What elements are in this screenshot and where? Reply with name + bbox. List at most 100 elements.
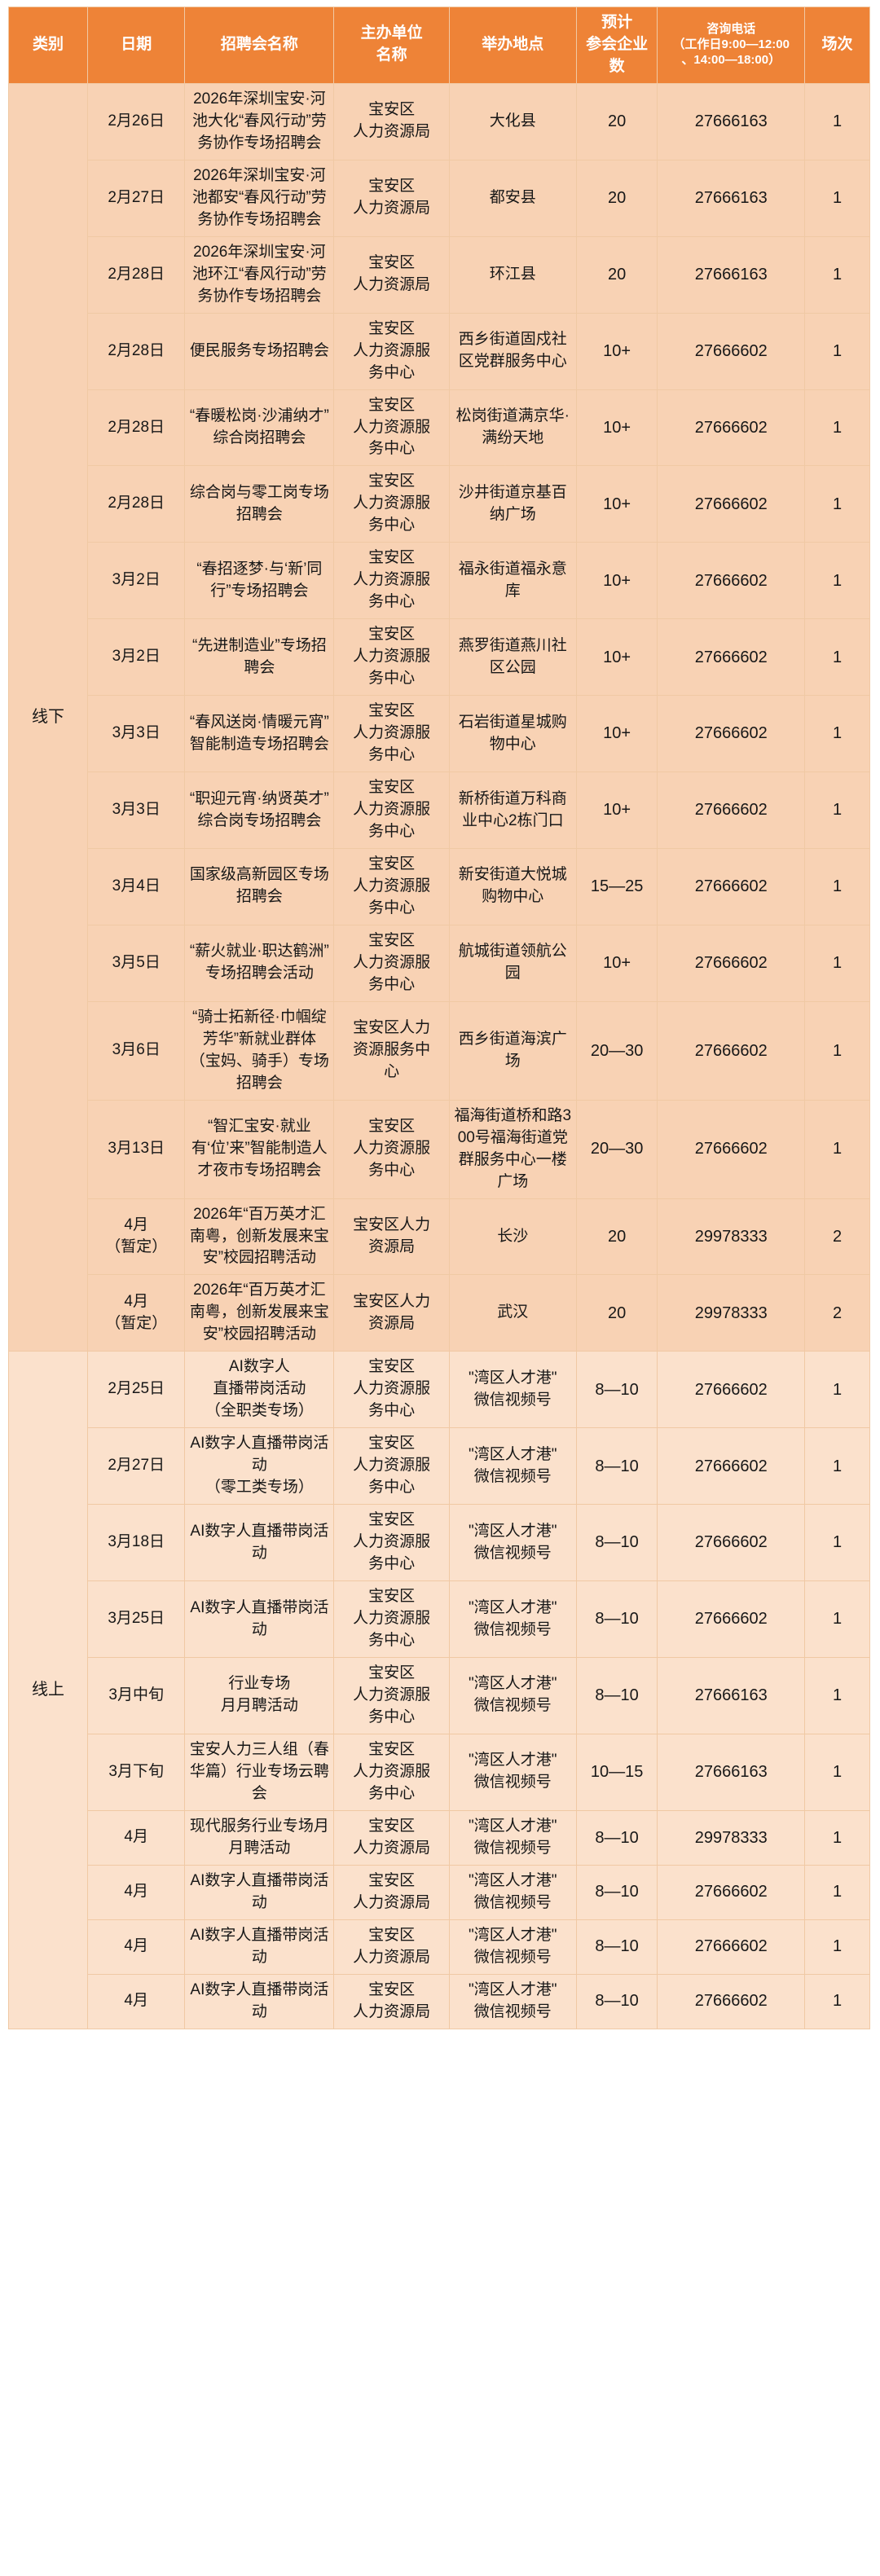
cell-venue: 西乡街道固戍社区党群服务中心 <box>448 312 577 390</box>
cell-venue: "湾区人才港" 微信视频号 <box>448 1656 577 1734</box>
header-row: 类别 日期 招聘会名称 主办单位 名称 举办地点 预计 参会企业数 咨询电话 （工作日… <box>7 7 870 84</box>
table-row: 3月4日 国家级高新园区专场招聘会 宝安区 人力资源服 务中心 新安街道大悦城购物中心 15… <box>9 847 870 925</box>
cell-enterprise-count: 8—10 <box>575 1504 658 1582</box>
column-header-organizer: 主办单位 名称 <box>333 7 450 84</box>
cell-date: 2月26日 <box>87 82 186 160</box>
cell-sessions: 2 <box>804 1198 870 1276</box>
cell-date: 3月6日 <box>87 1000 186 1101</box>
cell-name: 宝安人力三人组（春华篇）行业专场云聘会 <box>184 1733 335 1811</box>
cell-enterprise-count: 8—10 <box>575 1580 658 1658</box>
cell-venue: 都安县 <box>448 159 577 237</box>
table-row: 3月25日 AI数字人直播带岗活动 宝安区 人力资源服 务中心 "湾区人才港" 微信视频号 8… <box>9 1580 870 1658</box>
cell-sessions: 2 <box>804 1274 870 1352</box>
cell-enterprise-count: 10—15 <box>575 1733 658 1811</box>
cell-organizer: 宝安区人力资源局 <box>333 82 450 160</box>
cell-enterprise-count: 20 <box>575 159 658 237</box>
cell-phone: 27666602 <box>657 465 806 543</box>
cell-organizer: 宝安区人力资源局 <box>333 1809 450 1866</box>
cell-sessions: 1 <box>804 1656 870 1734</box>
cell-phone: 27666602 <box>657 1919 806 1975</box>
cell-sessions: 1 <box>804 389 870 467</box>
cell-name: AI数字人直播带岗活动 <box>184 1580 335 1658</box>
cell-enterprise-count: 8—10 <box>575 1919 658 1975</box>
cell-venue: 西乡街道海滨广场 <box>448 1000 577 1101</box>
cell-venue: 新安街道大悦城购物中心 <box>448 847 577 925</box>
cell-phone: 27666602 <box>657 1504 806 1582</box>
cell-enterprise-count: 15—25 <box>575 847 658 925</box>
cell-name: “春暖松岗·沙浦纳才”综合岗招聘会 <box>184 389 335 467</box>
cell-sessions: 1 <box>804 1351 870 1429</box>
cell-phone: 27666602 <box>657 695 806 773</box>
cell-name: 2026年深圳宝安·河池大化“春风行动”劳务协作专场招聘会 <box>184 82 335 160</box>
cell-date: 3月3日 <box>87 695 186 773</box>
cell-organizer: 宝安区人力资源服务中心 <box>333 1656 450 1734</box>
cell-phone: 27666163 <box>657 1733 806 1811</box>
cell-venue: "湾区人才港" 微信视频号 <box>448 1973 577 2029</box>
cell-name: “骑士拓新径·巾帼绽芳华”新就业群体（宝妈、骑手）专场招聘会 <box>184 1000 335 1101</box>
cell-date: 3月中旬 <box>87 1656 186 1734</box>
cell-enterprise-count: 20—30 <box>575 1099 658 1199</box>
cell-venue: "湾区人才港" 微信视频号 <box>448 1733 577 1811</box>
cell-phone: 27666602 <box>657 924 806 1002</box>
column-header-sessions: 场次 <box>804 7 870 84</box>
cell-venue: 长沙 <box>448 1198 577 1276</box>
cell-sessions: 1 <box>804 465 870 543</box>
table-row: 2月28日 “春暖松岗·沙浦纳才”综合岗招聘会 宝安区 人力资源服 务中心 松岗街道满京华… <box>9 389 870 467</box>
cell-organizer: 宝安区人力资源服务中心 <box>333 771 450 849</box>
cell-phone: 27666602 <box>657 312 806 390</box>
cell-sessions: 1 <box>804 847 870 925</box>
cell-phone: 29978333 <box>657 1198 806 1276</box>
cell-organizer: 宝安区人力资源局 <box>333 1919 450 1975</box>
cell-date: 3月5日 <box>87 924 186 1002</box>
cell-venue: "湾区人才港" 微信视频号 <box>448 1427 577 1506</box>
cell-organizer: 宝安区人力资源服务中心 <box>333 542 450 620</box>
cell-sessions: 1 <box>804 1733 870 1811</box>
table-row: 2月28日 2026年深圳宝安·河池环江“春风行动”劳务协作专场招聘会 宝安区 人力资… <box>9 235 870 314</box>
cell-name: AI数字人直播带岗活动 （零工类专场） <box>184 1427 335 1506</box>
cell-name: AI数字人 直播带岗活动 （全职类专场） <box>184 1351 335 1429</box>
cell-date: 3月下旬 <box>87 1733 186 1811</box>
cell-organizer: 宝安区人力资源局 <box>333 1864 450 1920</box>
cell-sessions: 1 <box>804 542 870 620</box>
table-row: 3月18日 AI数字人直播带岗活动 宝安区 人力资源服 务中心 "湾区人才港" 微信视频号 8… <box>9 1504 870 1582</box>
cell-organizer: 宝安区人力资源局 <box>333 1198 450 1276</box>
cell-venue: "湾区人才港" 微信视频号 <box>448 1504 577 1582</box>
cell-enterprise-count: 10+ <box>575 312 658 390</box>
cell-phone: 27666602 <box>657 542 806 620</box>
cell-sessions: 1 <box>804 1000 870 1101</box>
cell-sessions: 1 <box>804 312 870 390</box>
cell-name: 国家级高新园区专场招聘会 <box>184 847 335 925</box>
cell-name: 2026年深圳宝安·河池环江“春风行动”劳务协作专场招聘会 <box>184 235 335 314</box>
cell-date: 3月4日 <box>87 847 186 925</box>
cell-enterprise-count: 20 <box>575 1198 658 1276</box>
cell-organizer: 宝安区人力资源局 <box>333 235 450 314</box>
cell-phone: 27666163 <box>657 1656 806 1734</box>
cell-name: 2026年“百万英才汇南粤，创新发展来宝安”校园招聘活动 <box>184 1274 335 1352</box>
category-cell-online: 线上 <box>7 1351 89 2029</box>
cell-date: 2月27日 <box>87 159 186 237</box>
cell-enterprise-count: 8—10 <box>575 1809 658 1866</box>
cell-sessions: 1 <box>804 1973 870 2029</box>
cell-phone: 27666602 <box>657 1864 806 1920</box>
cell-organizer: 宝安区人力资源服务中心 <box>333 1000 450 1101</box>
cell-date: 3月25日 <box>87 1580 186 1658</box>
cell-venue: 航城街道领航公园 <box>448 924 577 1002</box>
cell-phone: 27666602 <box>657 771 806 849</box>
table-header: 类别 日期 招聘会名称 主办单位 名称 举办地点 预计 参会企业数 咨询电话 （工作日… <box>7 7 870 84</box>
cell-date: 4月 <box>87 1809 186 1866</box>
table-row: 4月 AI数字人直播带岗活动 宝安区 人力资源局 "湾区人才港" 微信视频号 8—10 276… <box>9 1864 870 1920</box>
cell-date: 2月25日 <box>87 1351 186 1429</box>
cell-sessions: 1 <box>804 1809 870 1866</box>
cell-sessions: 1 <box>804 82 870 160</box>
cell-name: AI数字人直播带岗活动 <box>184 1919 335 1975</box>
cell-date: 3月2日 <box>87 542 186 620</box>
cell-enterprise-count: 10+ <box>575 542 658 620</box>
cell-enterprise-count: 20 <box>575 235 658 314</box>
table-row: 4月 （暂定） 2026年“百万英才汇南粤，创新发展来宝安”校园招聘活动 宝安区人力资… <box>9 1198 870 1276</box>
cell-sessions: 1 <box>804 924 870 1002</box>
cell-enterprise-count: 10+ <box>575 618 658 697</box>
cell-phone: 27666602 <box>657 1000 806 1101</box>
cell-date: 3月2日 <box>87 618 186 697</box>
cell-phone: 27666163 <box>657 159 806 237</box>
cell-enterprise-count: 10+ <box>575 924 658 1002</box>
